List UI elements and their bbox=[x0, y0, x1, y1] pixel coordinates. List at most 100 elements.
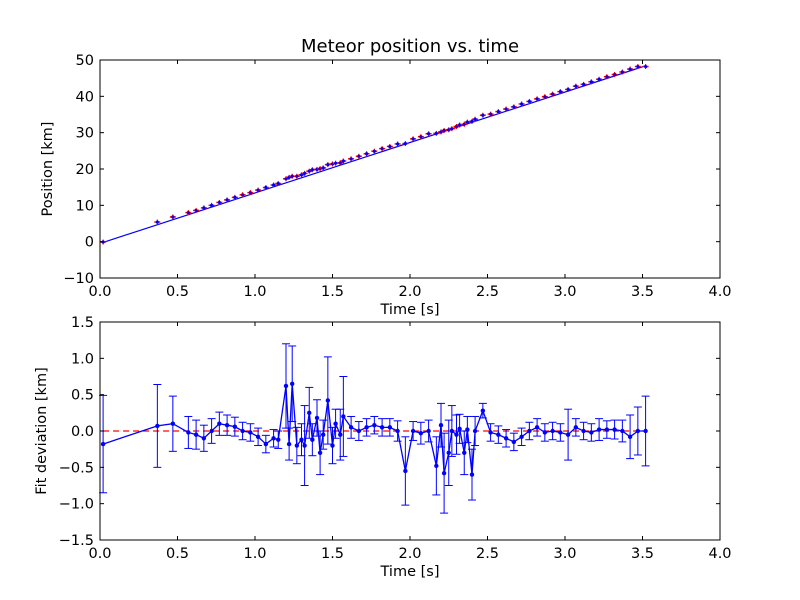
position-point bbox=[473, 117, 477, 121]
deviation-point bbox=[217, 421, 222, 426]
position-point bbox=[326, 163, 330, 167]
deviation-point bbox=[341, 414, 346, 419]
position-point bbox=[427, 132, 431, 136]
deviation-point bbox=[290, 381, 295, 386]
deviation-point bbox=[534, 425, 540, 430]
deviation-point bbox=[403, 468, 408, 474]
position-data-marks bbox=[100, 64, 649, 245]
position-y-tick-label: 50 bbox=[76, 53, 94, 69]
deviation-x-tick-label: 3.5 bbox=[631, 546, 654, 562]
position-point bbox=[520, 102, 524, 106]
deviation-point bbox=[457, 426, 462, 432]
position-y-axis-label: Position [km] bbox=[40, 122, 56, 217]
deviation-point bbox=[193, 432, 199, 437]
position-point bbox=[338, 161, 342, 165]
deviation-point bbox=[596, 427, 602, 432]
deviation-point bbox=[627, 434, 633, 440]
deviation-point bbox=[201, 436, 207, 441]
position-axes-background bbox=[100, 60, 720, 278]
deviation-point bbox=[100, 441, 106, 447]
deviation-point bbox=[333, 421, 338, 426]
deviation-point bbox=[307, 410, 312, 416]
deviation-x-tick-label: 0.0 bbox=[88, 546, 111, 562]
position-point bbox=[357, 154, 361, 158]
deviation-point bbox=[276, 437, 281, 442]
position-ticks: 0.0 0.5 1.0 1.5 2.0 2.5 3.0 3.5 4.0 −10 0 10 20 30 40 5… bbox=[63, 53, 731, 300]
position-point bbox=[321, 166, 325, 170]
deviation-point bbox=[186, 430, 191, 435]
deviation-point bbox=[232, 424, 238, 429]
deviation-point bbox=[488, 430, 493, 435]
position-point bbox=[290, 174, 294, 178]
deviation-point bbox=[325, 398, 331, 403]
deviation-point bbox=[438, 422, 444, 428]
deviation-x-axis-label: Time [s] bbox=[380, 564, 440, 580]
deviation-panel: 0.0 0.5 1.0 1.5 2.0 2.5 3.0 3.5 4.0 −1.5 −1.0 −0.5 0… bbox=[34, 315, 732, 580]
deviation-point bbox=[330, 443, 335, 448]
position-point bbox=[248, 191, 252, 195]
position-point bbox=[574, 84, 578, 88]
deviation-y-tick-label: 1.0 bbox=[71, 351, 94, 367]
position-point bbox=[470, 119, 474, 124]
deviation-point bbox=[573, 425, 579, 430]
position-point bbox=[434, 131, 438, 135]
position-point bbox=[411, 137, 415, 141]
deviation-point bbox=[372, 422, 377, 428]
deviation-point bbox=[527, 428, 532, 434]
deviation-data-marks bbox=[99, 343, 650, 514]
position-y-tick-label: 10 bbox=[76, 198, 94, 214]
position-x-tick-label: 4.0 bbox=[708, 284, 731, 300]
position-point bbox=[620, 70, 624, 74]
deviation-point bbox=[317, 450, 323, 455]
deviation-point bbox=[286, 441, 292, 447]
deviation-x-tick-label: 1.5 bbox=[321, 546, 344, 562]
position-point bbox=[303, 171, 307, 175]
position-x-tick-label: 2.5 bbox=[476, 284, 499, 300]
deviation-point bbox=[434, 463, 439, 469]
deviation-point bbox=[314, 415, 320, 421]
deviation-x-tick-label: 2.5 bbox=[476, 546, 499, 562]
deviation-point bbox=[418, 430, 424, 436]
position-point bbox=[217, 200, 221, 205]
deviation-point bbox=[170, 421, 176, 426]
deviation-point bbox=[338, 432, 343, 437]
deviation-point bbox=[612, 427, 617, 432]
deviation-point bbox=[299, 437, 304, 442]
position-point bbox=[543, 95, 547, 99]
deviation-point bbox=[224, 422, 230, 428]
deviation-point bbox=[364, 425, 369, 430]
deviation-point bbox=[395, 428, 400, 434]
deviation-point bbox=[240, 428, 245, 434]
position-x-tick-label: 0.5 bbox=[166, 284, 189, 300]
deviation-point bbox=[550, 428, 555, 434]
position-point bbox=[597, 77, 601, 81]
position-point bbox=[551, 92, 555, 96]
deviation-point bbox=[620, 428, 625, 434]
deviation-y-tick-label: −0.5 bbox=[59, 460, 94, 476]
position-x-tick-label: 1.0 bbox=[243, 284, 266, 300]
position-x-tick-label: 3.0 bbox=[553, 284, 576, 300]
deviation-point bbox=[542, 430, 548, 435]
deviation-point bbox=[446, 450, 451, 455]
deviation-y-axis-label: Fit deviation [km] bbox=[34, 367, 50, 494]
deviation-point bbox=[589, 430, 594, 435]
position-x-tick-label: 0.0 bbox=[88, 284, 111, 300]
position-point bbox=[396, 142, 400, 146]
deviation-point bbox=[472, 428, 478, 434]
position-point bbox=[349, 157, 353, 161]
deviation-point bbox=[454, 432, 459, 437]
deviation-point bbox=[635, 428, 641, 434]
position-point bbox=[256, 188, 260, 192]
position-y-tick-label: 40 bbox=[76, 89, 94, 105]
position-point bbox=[465, 120, 469, 124]
deviation-ticks: 0.0 0.5 1.0 1.5 2.0 2.5 3.0 3.5 4.0 −1.5 −1.0 −0.5 0… bbox=[59, 315, 732, 562]
deviation-point bbox=[248, 430, 253, 435]
deviation-x-tick-label: 4.0 bbox=[708, 546, 731, 562]
position-point bbox=[403, 141, 407, 146]
deviation-point bbox=[519, 434, 524, 440]
position-point bbox=[419, 135, 423, 139]
position-point bbox=[636, 64, 640, 69]
deviation-point bbox=[511, 439, 517, 445]
position-point bbox=[276, 181, 280, 186]
deviation-point bbox=[503, 436, 509, 441]
